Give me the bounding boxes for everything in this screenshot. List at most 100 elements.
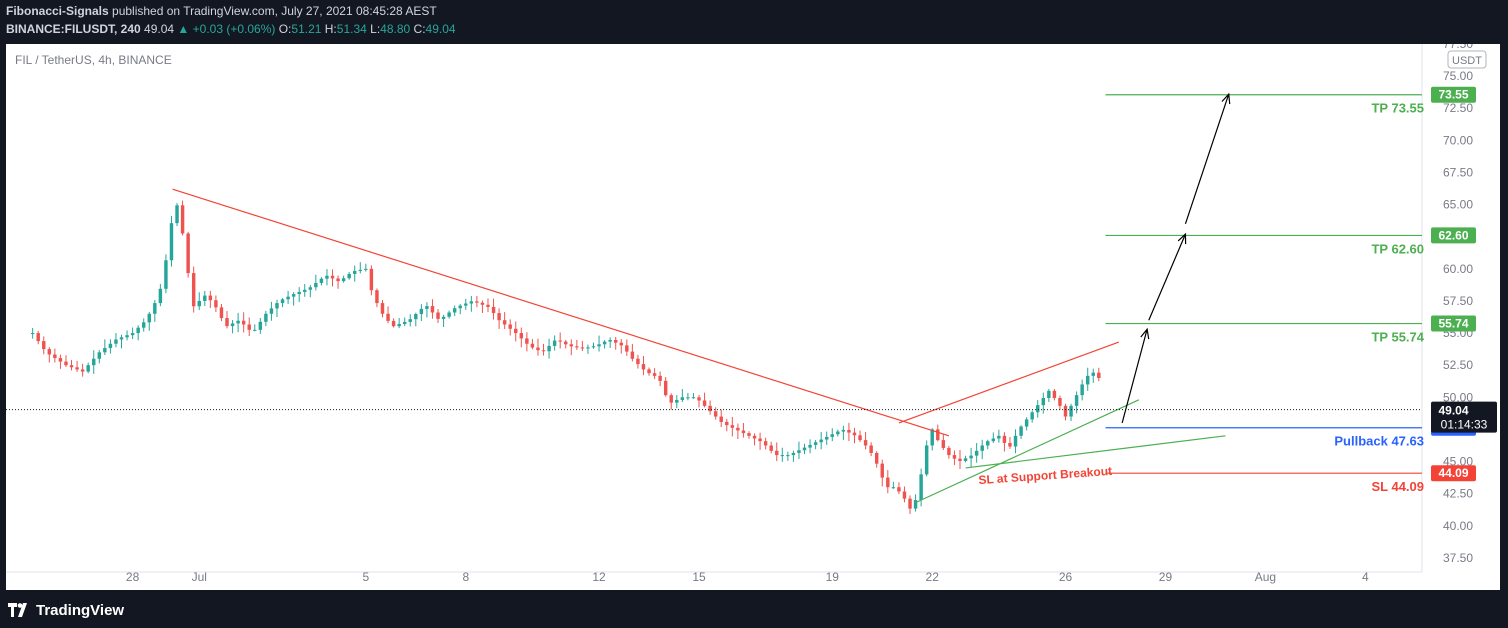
level-badge-text: 44.09 <box>1438 466 1468 480</box>
trendline[interactable] <box>898 341 1120 424</box>
symbol-label: BINANCE:FILUSDT, 240 <box>6 22 141 36</box>
candle-body <box>30 333 35 335</box>
arrows[interactable] <box>1121 92 1231 424</box>
candle-body <box>275 303 279 309</box>
candle-body <box>958 458 962 461</box>
candle-body <box>841 429 846 432</box>
candle-body <box>1074 395 1079 406</box>
candle-body <box>75 367 79 370</box>
candle-body <box>697 397 701 401</box>
trendlines[interactable] <box>172 188 1226 504</box>
candle-body <box>480 302 485 305</box>
candle-body <box>136 327 140 334</box>
candle-body <box>786 455 790 457</box>
candle-body <box>364 268 368 270</box>
candle-body <box>491 306 496 314</box>
candle-body <box>436 312 440 319</box>
low-label: L: <box>370 22 381 36</box>
price-tick-label: 75.00 <box>1443 69 1473 83</box>
arrow-line[interactable] <box>1148 233 1186 321</box>
candle-body <box>608 340 612 342</box>
candle-body <box>1080 384 1084 396</box>
level-badge-text: 73.55 <box>1438 88 1468 102</box>
author-name[interactable]: Fibonacci-Signals <box>6 4 109 18</box>
arrow-line[interactable] <box>1121 329 1148 424</box>
published-text: published on TradingView.com, July 27, 2… <box>112 4 437 18</box>
candle-body <box>514 328 518 334</box>
arrow-head <box>1221 92 1231 105</box>
candle-body <box>525 338 529 344</box>
candle-body <box>441 316 446 319</box>
candle-body <box>558 340 562 342</box>
candle-body <box>775 450 779 456</box>
candle-body <box>869 445 873 453</box>
candle-body <box>430 306 435 313</box>
candle-body <box>652 373 657 376</box>
up-triangle-icon: ▲ <box>177 22 190 36</box>
currency-badge[interactable]: USDT <box>1447 50 1487 69</box>
candle-body <box>863 440 868 446</box>
candle-body <box>1019 426 1023 436</box>
candle-body <box>813 442 818 445</box>
candle-body <box>969 455 973 459</box>
candle-body <box>947 447 951 456</box>
candle-body <box>630 351 635 359</box>
candle-body <box>658 375 662 381</box>
candle-body <box>791 452 796 456</box>
candle-body <box>858 435 862 441</box>
candle-body <box>141 322 146 328</box>
time-tick-label: 8 <box>462 570 469 584</box>
candle-body <box>747 433 751 436</box>
candle-body <box>303 289 307 292</box>
candle-body <box>1002 435 1007 443</box>
candle-body <box>897 487 901 492</box>
candle-body <box>397 324 401 327</box>
sl-annotation[interactable]: SL at Support Breakout <box>978 464 1112 487</box>
candle-body <box>1008 442 1012 447</box>
level-label: TP 62.60 <box>1371 241 1424 256</box>
candle-body <box>741 430 746 434</box>
chart-area[interactable]: FIL / TetherUS, 4h, BINANCE 37.50 40.00 42… <box>6 44 1500 590</box>
candle-body <box>486 304 490 307</box>
candle-body <box>264 313 268 322</box>
time-tick-label: 28 <box>126 570 140 584</box>
candle-body <box>425 306 429 309</box>
price-tick-label: 77.50 <box>1443 44 1473 51</box>
candle-body <box>92 358 96 366</box>
candle-body <box>536 347 540 351</box>
candle-body <box>214 300 218 308</box>
candle-body <box>886 477 890 488</box>
candle-body <box>564 341 568 345</box>
candle-body <box>258 321 263 330</box>
candle-body <box>353 270 357 274</box>
candle-body <box>1097 372 1101 379</box>
candle-body <box>191 273 196 307</box>
candle-body <box>597 344 601 347</box>
arrow-line[interactable] <box>1184 93 1230 225</box>
trendline[interactable] <box>915 399 1140 504</box>
candle-body <box>541 350 546 352</box>
footer-brand[interactable]: TradingView <box>36 601 125 619</box>
trendline[interactable] <box>172 188 950 437</box>
close-label: C: <box>413 22 426 36</box>
candle-body <box>80 369 85 372</box>
candle-body <box>519 333 524 339</box>
time-axis[interactable]: 28 Jul 5 8 12 15 19 22 26 29 Aug 4 <box>126 570 1369 584</box>
publish-info: Fibonacci-Signals published on TradingVi… <box>6 4 437 18</box>
level-label: Pullback 47.63 <box>1334 434 1424 449</box>
candle-body <box>1041 397 1046 406</box>
time-tick-label: 15 <box>692 570 706 584</box>
candle-body <box>1047 390 1051 398</box>
price-chart[interactable]: FIL / TetherUS, 4h, BINANCE 37.5040.0042… <box>6 44 1500 590</box>
current-price-badge <box>1431 401 1497 433</box>
price-axis[interactable]: 37.5040.0042.5045.0047.5050.0052.5055.00… <box>1443 44 1473 565</box>
price-change: +0.03 (+0.06%) <box>192 22 276 36</box>
candle-body <box>686 397 690 399</box>
trendline[interactable] <box>965 435 1226 469</box>
candle-body <box>336 278 340 282</box>
candle-body <box>569 344 574 347</box>
candle-body <box>908 498 912 509</box>
candle-body <box>1052 390 1057 398</box>
high-value: 51.34 <box>336 22 367 36</box>
candle-body <box>386 313 390 321</box>
